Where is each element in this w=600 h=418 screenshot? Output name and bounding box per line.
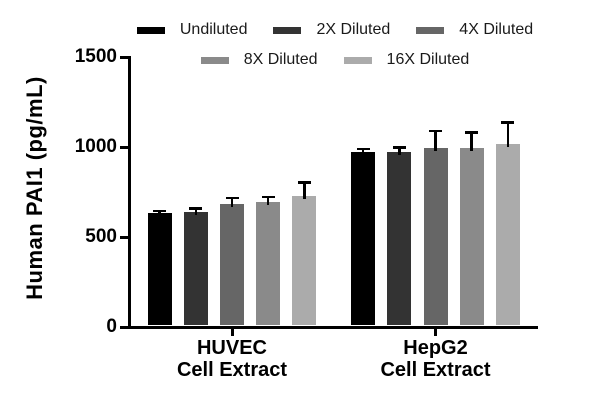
- error-bar-line: [194, 208, 198, 215]
- legend-label: Undiluted: [179, 21, 248, 38]
- legend-item: 16X Diluted: [343, 51, 470, 69]
- y-tick-mark: [119, 325, 128, 329]
- legend-item: 2X Diluted: [273, 21, 390, 39]
- chart-legend-row-2: 8X Diluted 16X Diluted: [70, 50, 600, 70]
- x-category-label: HUVEC Cell Extract: [122, 337, 342, 381]
- x-category-label-line: HUVEC: [196, 337, 267, 359]
- error-bar-cap: [189, 207, 203, 210]
- legend-item: Undiluted: [136, 21, 248, 39]
- bar-4x-diluted: [220, 203, 244, 326]
- error-bar-line: [434, 130, 437, 151]
- error-bar-line: [470, 132, 473, 151]
- legend-swatch: [136, 26, 165, 34]
- chart-legend-row-1: Undiluted 2X Diluted 4X Diluted: [70, 20, 600, 40]
- bar-2x-diluted: [183, 211, 208, 326]
- x-category-label: HepG2 Cell Extract: [326, 337, 546, 381]
- error-bar-cap: [153, 209, 167, 213]
- y-axis-line: [127, 55, 131, 329]
- error-bar-cap: [429, 129, 442, 133]
- bar-16x-diluted: [292, 195, 317, 326]
- x-axis-line: [127, 325, 538, 329]
- x-category-label-line: Cell Extract: [176, 359, 288, 381]
- error-bar-cap: [225, 196, 239, 200]
- x-category-label-line: HepG2: [403, 337, 468, 359]
- x-category-label-line: Cell Extract: [380, 359, 491, 381]
- legend-swatch: [343, 56, 372, 64]
- error-bar-cap: [465, 131, 479, 134]
- error-bar-cap: [356, 147, 370, 151]
- legend-swatch: [273, 26, 302, 34]
- error-bar-line: [230, 197, 234, 207]
- y-tick-mark: [119, 55, 128, 59]
- bar-4x-diluted: [423, 147, 448, 326]
- error-bar-cap: [392, 146, 406, 149]
- y-tick-mark: [119, 145, 128, 149]
- error-bar-line: [266, 196, 270, 205]
- legend-label: 4X Diluted: [459, 21, 534, 38]
- y-tick-label: 1000: [74, 136, 117, 157]
- error-bar-line: [506, 122, 510, 148]
- legend-item: 8X Diluted: [200, 51, 318, 69]
- legend-item: 4X Diluted: [416, 21, 533, 39]
- error-bar-line: [158, 210, 161, 216]
- bar-16x-diluted: [495, 144, 520, 326]
- legend-label: 2X Diluted: [316, 21, 391, 38]
- bar-undiluted: [351, 152, 376, 326]
- legend-swatch: [200, 56, 229, 64]
- bar-8x-diluted: [256, 201, 281, 326]
- error-bar-cap: [261, 195, 275, 199]
- y-tick-label: 1500: [74, 46, 117, 67]
- error-bar-cap: [501, 121, 515, 124]
- error-bar-line: [303, 182, 306, 199]
- legend-label: 8X Diluted: [243, 51, 318, 68]
- x-tick-mark: [230, 328, 234, 336]
- x-tick-mark: [434, 328, 437, 336]
- bar-undiluted: [147, 212, 172, 326]
- y-tick-mark: [119, 235, 128, 239]
- error-bar-line: [361, 149, 365, 156]
- bar-2x-diluted: [387, 152, 412, 326]
- y-tick-label: 500: [85, 226, 117, 247]
- legend-swatch: [416, 26, 445, 34]
- y-tick-label: 0: [106, 316, 117, 337]
- error-bar-cap: [297, 181, 311, 184]
- bar-8x-diluted: [459, 147, 484, 326]
- error-bar-line: [398, 147, 401, 156]
- legend-label: 16X Diluted: [386, 51, 470, 68]
